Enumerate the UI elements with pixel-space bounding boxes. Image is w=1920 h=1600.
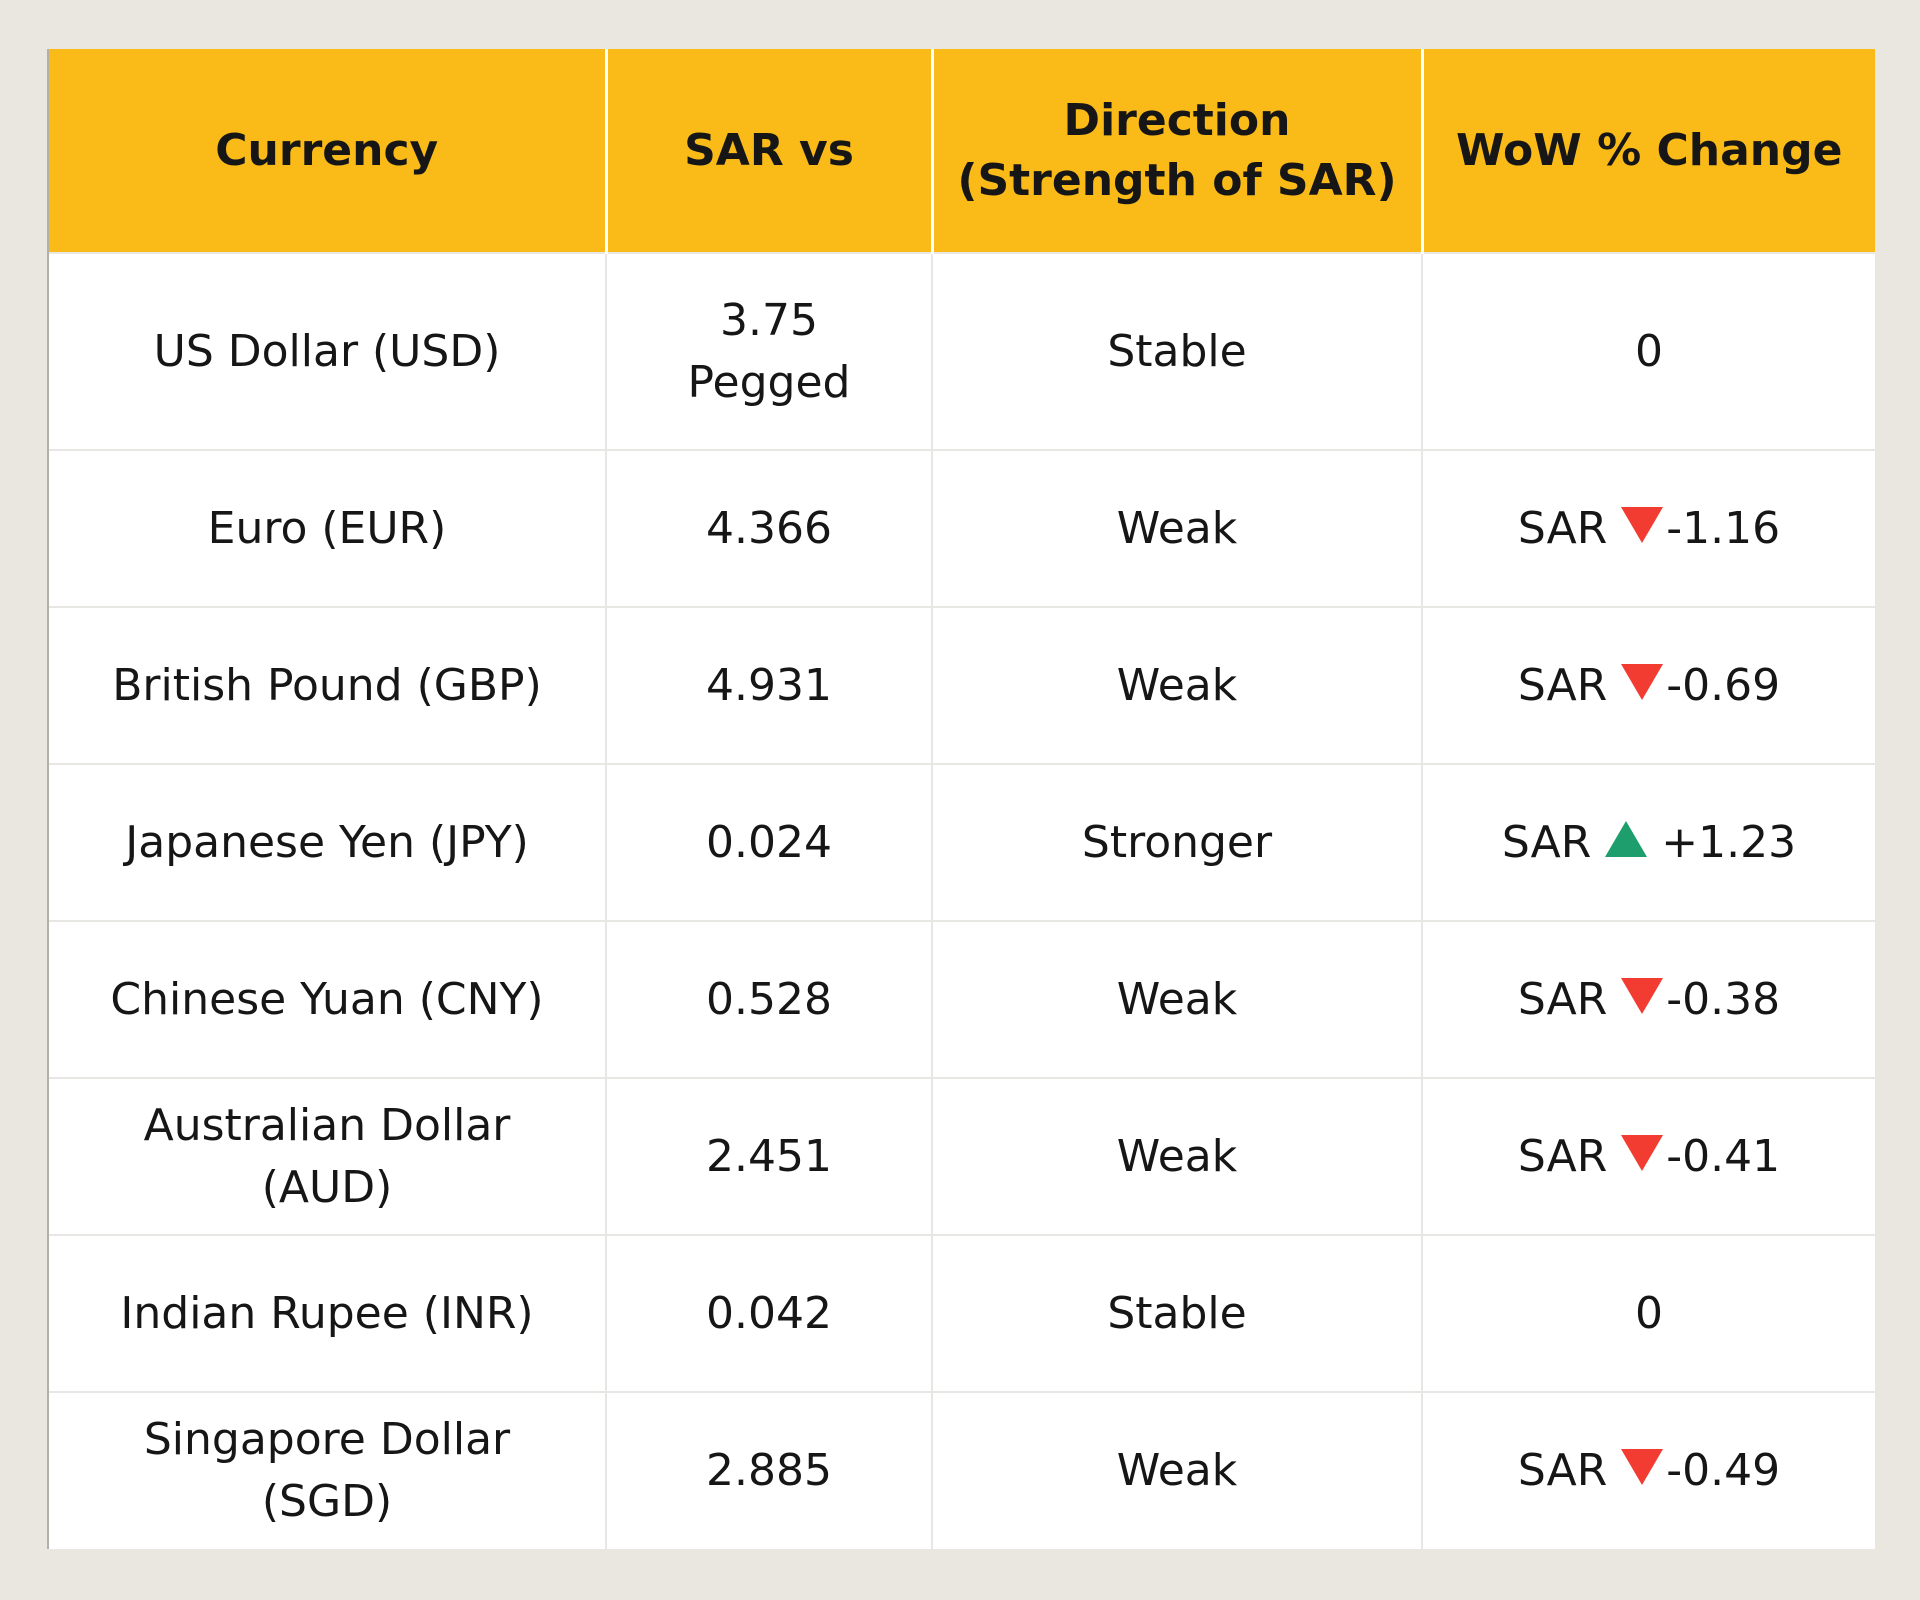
sar-rate-cell: 4.366 <box>606 449 933 607</box>
table-row: US Dollar (USD) 3.75 Pegged Stable 0 <box>49 252 1875 450</box>
currency-name-cell: Euro (EUR) <box>49 449 607 607</box>
direction-cell: Stable <box>932 1234 1423 1392</box>
wow-value: 0 <box>1635 325 1663 377</box>
arrow-down-icon <box>1621 1134 1664 1171</box>
currency-name-cell: Japanese Yen (JPY) <box>49 763 607 921</box>
wow-sar-label: SAR <box>1517 1130 1608 1182</box>
header-sar-vs: SAR vs <box>606 49 934 253</box>
wow-value: -0.41 <box>1666 1130 1781 1182</box>
direction-cell: Weak <box>932 606 1423 764</box>
direction-cell: Weak <box>932 920 1423 1078</box>
table-row: Chinese Yuan (CNY) 0.528 Weak SAR -0.38 <box>49 920 1875 1078</box>
table-header: Currency SAR vs Direction (Strength of S… <box>49 49 1875 253</box>
wow-sar-label: SAR <box>1517 973 1608 1025</box>
wow-value: -0.49 <box>1666 1445 1781 1497</box>
arrow-down-icon <box>1621 506 1664 543</box>
sar-rate-cell: 3.75 Pegged <box>606 252 933 450</box>
currency-name-cell: British Pound (GBP) <box>49 606 607 764</box>
wow-value: -0.69 <box>1666 659 1781 711</box>
wow-change-cell: SAR -1.16 <box>1422 449 1875 607</box>
currency-table-body: US Dollar (USD) 3.75 Pegged Stable 0 Eur… <box>49 252 1875 1549</box>
table-row: Euro (EUR) 4.366 Weak SAR -1.16 <box>49 449 1875 607</box>
currency-name-cell: Australian Dollar (AUD) <box>49 1077 607 1235</box>
wow-change-cell: SAR -0.69 <box>1422 606 1875 764</box>
table-row: Indian Rupee (INR) 0.042 Stable 0 <box>49 1234 1875 1392</box>
wow-change-cell: SAR +1.23 <box>1422 763 1875 921</box>
table-row: British Pound (GBP) 4.931 Weak SAR -0.69 <box>49 606 1875 764</box>
currency-name-cell: Indian Rupee (INR) <box>49 1234 607 1392</box>
wow-change-cell: SAR -0.41 <box>1422 1077 1875 1235</box>
table-row: Japanese Yen (JPY) 0.024 Stronger SAR +1.… <box>49 763 1875 921</box>
sar-rate-cell: 2.885 <box>606 1391 933 1549</box>
direction-cell: Weak <box>932 449 1423 607</box>
direction-cell: Stable <box>932 252 1423 450</box>
currency-name-cell: Singapore Dollar (SGD) <box>49 1391 607 1549</box>
header-wow-change: WoW % Change <box>1422 49 1875 253</box>
arrow-down-icon <box>1621 1449 1664 1486</box>
arrow-up-icon <box>1605 820 1648 857</box>
direction-cell: Weak <box>932 1391 1423 1549</box>
sar-rate-cell: 2.451 <box>606 1077 933 1235</box>
wow-value: 0 <box>1635 1287 1663 1339</box>
sar-rate-cell: 0.024 <box>606 763 933 921</box>
wow-sar-label: SAR <box>1517 502 1608 554</box>
header-row: Currency SAR vs Direction (Strength of S… <box>49 49 1875 253</box>
arrow-down-icon <box>1621 663 1664 700</box>
wow-value: -1.16 <box>1666 502 1781 554</box>
table-row: Australian Dollar (AUD) 2.451 Weak SAR -0… <box>49 1077 1875 1235</box>
arrow-down-icon <box>1621 977 1664 1014</box>
wow-change-cell: 0 <box>1422 1234 1875 1392</box>
wow-value: -0.38 <box>1666 973 1781 1025</box>
wow-value: +1.23 <box>1661 816 1797 868</box>
header-direction: Direction (Strength of SAR) <box>932 49 1424 253</box>
sar-rate-cell: 4.931 <box>606 606 933 764</box>
wow-change-cell: SAR -0.38 <box>1422 920 1875 1078</box>
wow-sar-label: SAR <box>1517 659 1608 711</box>
fx-rates-table: Currency SAR vs Direction (Strength of S… <box>49 49 1875 1549</box>
sar-rate-cell: 0.528 <box>606 920 933 1078</box>
header-currency: Currency <box>49 49 608 253</box>
currency-name-cell: Chinese Yuan (CNY) <box>49 920 607 1078</box>
wow-change-cell: 0 <box>1422 252 1875 450</box>
currency-name-cell: US Dollar (USD) <box>49 252 607 450</box>
wow-change-cell: SAR -0.49 <box>1422 1391 1875 1549</box>
direction-cell: Weak <box>932 1077 1423 1235</box>
table-row: Singapore Dollar (SGD) 2.885 Weak SAR -0.… <box>49 1391 1875 1549</box>
wow-sar-label: SAR <box>1501 816 1592 868</box>
direction-cell: Stronger <box>932 763 1423 921</box>
currency-table: Currency SAR vs Direction (Strength of S… <box>47 49 1875 1549</box>
sar-rate-cell: 0.042 <box>606 1234 933 1392</box>
wow-sar-label: SAR <box>1517 1445 1608 1497</box>
